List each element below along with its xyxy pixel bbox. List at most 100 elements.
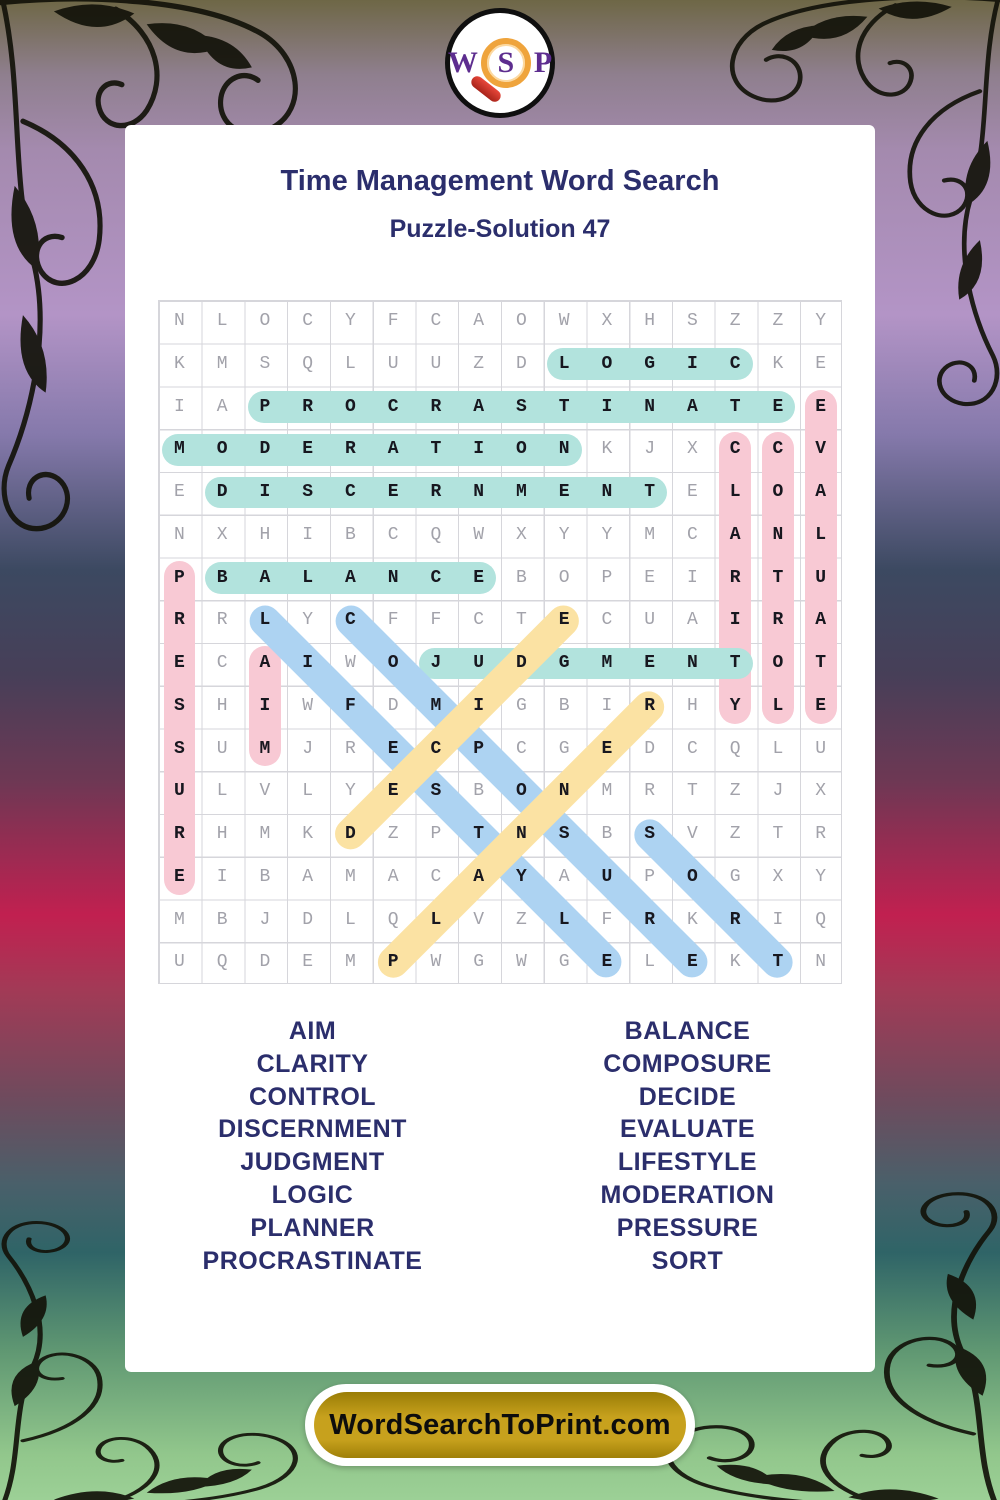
highlight-procrastinate bbox=[247, 391, 796, 423]
grid-cell: L bbox=[344, 909, 356, 930]
grid-cell: T bbox=[772, 824, 784, 844]
grid-cell: C bbox=[473, 610, 485, 631]
grid-cell: W bbox=[344, 653, 356, 673]
highlight-balance bbox=[204, 562, 496, 594]
grid-cell: A bbox=[216, 396, 228, 417]
grid-cell: Y bbox=[815, 311, 827, 331]
grid-cell: L bbox=[558, 909, 570, 930]
grid-cell: I bbox=[216, 866, 228, 887]
grid-cell: Y bbox=[729, 695, 741, 716]
grid-cell: E bbox=[558, 610, 570, 631]
grid-cell: D bbox=[259, 952, 271, 973]
grid-cell: E bbox=[173, 653, 185, 673]
grid-cell: T bbox=[815, 653, 827, 673]
grid-cell: M bbox=[344, 866, 356, 887]
grid-cell: O bbox=[344, 396, 356, 417]
highlight-discernment bbox=[204, 476, 667, 509]
grid-cell: Q bbox=[815, 909, 827, 930]
highlight-moderation bbox=[162, 433, 582, 466]
puzzle-title: Time Management Word Search bbox=[280, 165, 720, 197]
grid-cell: I bbox=[302, 653, 314, 673]
grid-cell: H bbox=[644, 311, 656, 331]
grid-cell: R bbox=[302, 396, 314, 417]
grid-cell: L bbox=[815, 524, 827, 545]
grid-cell: M bbox=[173, 439, 185, 460]
grid-cell: E bbox=[644, 653, 656, 673]
grid-cell: P bbox=[173, 567, 185, 588]
grid-cell: P bbox=[259, 396, 271, 417]
grid-cell: W bbox=[558, 311, 570, 331]
grid-cell: T bbox=[473, 824, 485, 844]
grid-cell: O bbox=[558, 567, 570, 588]
grid-cell: P bbox=[601, 567, 613, 588]
grid-cell: S bbox=[686, 311, 698, 331]
grid-cell: R bbox=[216, 610, 228, 631]
word-list-item: MODERATION bbox=[600, 1180, 775, 1209]
grid-cell: H bbox=[686, 695, 698, 716]
grid-cell: D bbox=[387, 695, 399, 716]
grid-cell: I bbox=[686, 567, 698, 588]
grid-cell: R bbox=[644, 909, 656, 930]
word-list-item: DECIDE bbox=[638, 1082, 737, 1111]
grid-cell: C bbox=[729, 439, 741, 460]
grid-cell: U bbox=[815, 738, 827, 759]
grid-cell: Q bbox=[302, 353, 314, 374]
highlight-logic bbox=[546, 348, 753, 380]
word-list-item: JUDGMENT bbox=[240, 1148, 385, 1177]
word-list-left-column: AIM CLARITY CONTROL DISCERNMENT JUDGMENT LOGI… bbox=[125, 1015, 500, 1277]
grid-cell: J bbox=[259, 909, 271, 930]
grid-cell: J bbox=[302, 738, 314, 759]
grid-cell: C bbox=[302, 311, 314, 331]
grid-cell: Y bbox=[302, 610, 314, 631]
grid-cell: N bbox=[601, 482, 613, 502]
grid-cell: X bbox=[772, 866, 784, 887]
grid-cell: C bbox=[344, 610, 356, 631]
grid-cell: N bbox=[644, 396, 656, 417]
grid-cell: G bbox=[558, 738, 570, 759]
grid-cell: T bbox=[772, 952, 784, 973]
grid-cell: K bbox=[601, 439, 613, 460]
grid-cell: R bbox=[344, 439, 356, 460]
grid-cell: G bbox=[473, 952, 485, 973]
grid-cell: D bbox=[259, 439, 271, 460]
grid-cell: F bbox=[387, 610, 399, 631]
logo-letter-s: S bbox=[497, 46, 515, 79]
grid-cell: M bbox=[344, 952, 356, 973]
grid-cell: A bbox=[558, 866, 570, 887]
website-link-button[interactable]: WordSearchToPrint.com bbox=[314, 1392, 686, 1458]
grid-cell: R bbox=[644, 781, 656, 802]
grid-cell: M bbox=[216, 353, 228, 374]
grid-cell: B bbox=[601, 824, 613, 844]
grid-cell: W bbox=[473, 524, 485, 545]
grid-cell: S bbox=[302, 482, 314, 502]
grid-cell: N bbox=[815, 952, 827, 973]
grid-cell: E bbox=[772, 396, 784, 417]
grid-cell: Q bbox=[729, 738, 741, 759]
grid-cell: Z bbox=[387, 824, 399, 844]
grid-cell: O bbox=[259, 311, 271, 331]
grid-cell: O bbox=[387, 653, 399, 673]
grid-cell: L bbox=[772, 738, 784, 759]
letter-layer: N L O C Y F C A O W X H S Z Z Y K M S Q L U U Z D L O G I C K E I A P R O C R A… bbox=[158, 300, 842, 984]
grid-cell: R bbox=[772, 610, 784, 631]
grid-cell: D bbox=[216, 482, 228, 502]
grid-cell: B bbox=[216, 909, 228, 930]
grid-cell: B bbox=[473, 781, 485, 802]
grid-cell: A bbox=[302, 866, 314, 887]
grid-cell: B bbox=[515, 567, 527, 588]
grid-cell: U bbox=[387, 353, 399, 374]
grid-cell: E bbox=[815, 353, 827, 374]
grid-cell: L bbox=[729, 482, 741, 502]
grid-cell: S bbox=[430, 781, 442, 802]
grid-cell: A bbox=[344, 567, 356, 588]
grid-cell: Z bbox=[515, 909, 527, 930]
grid-cell: U bbox=[430, 353, 442, 374]
grid-cell: A bbox=[259, 567, 271, 588]
grid-cell: S bbox=[515, 396, 527, 417]
highlight-aim bbox=[249, 646, 281, 767]
grid-cell: M bbox=[601, 653, 613, 673]
grid-cell: C bbox=[387, 396, 399, 417]
grid-cell: L bbox=[259, 610, 271, 631]
grid-cell: E bbox=[173, 482, 185, 502]
